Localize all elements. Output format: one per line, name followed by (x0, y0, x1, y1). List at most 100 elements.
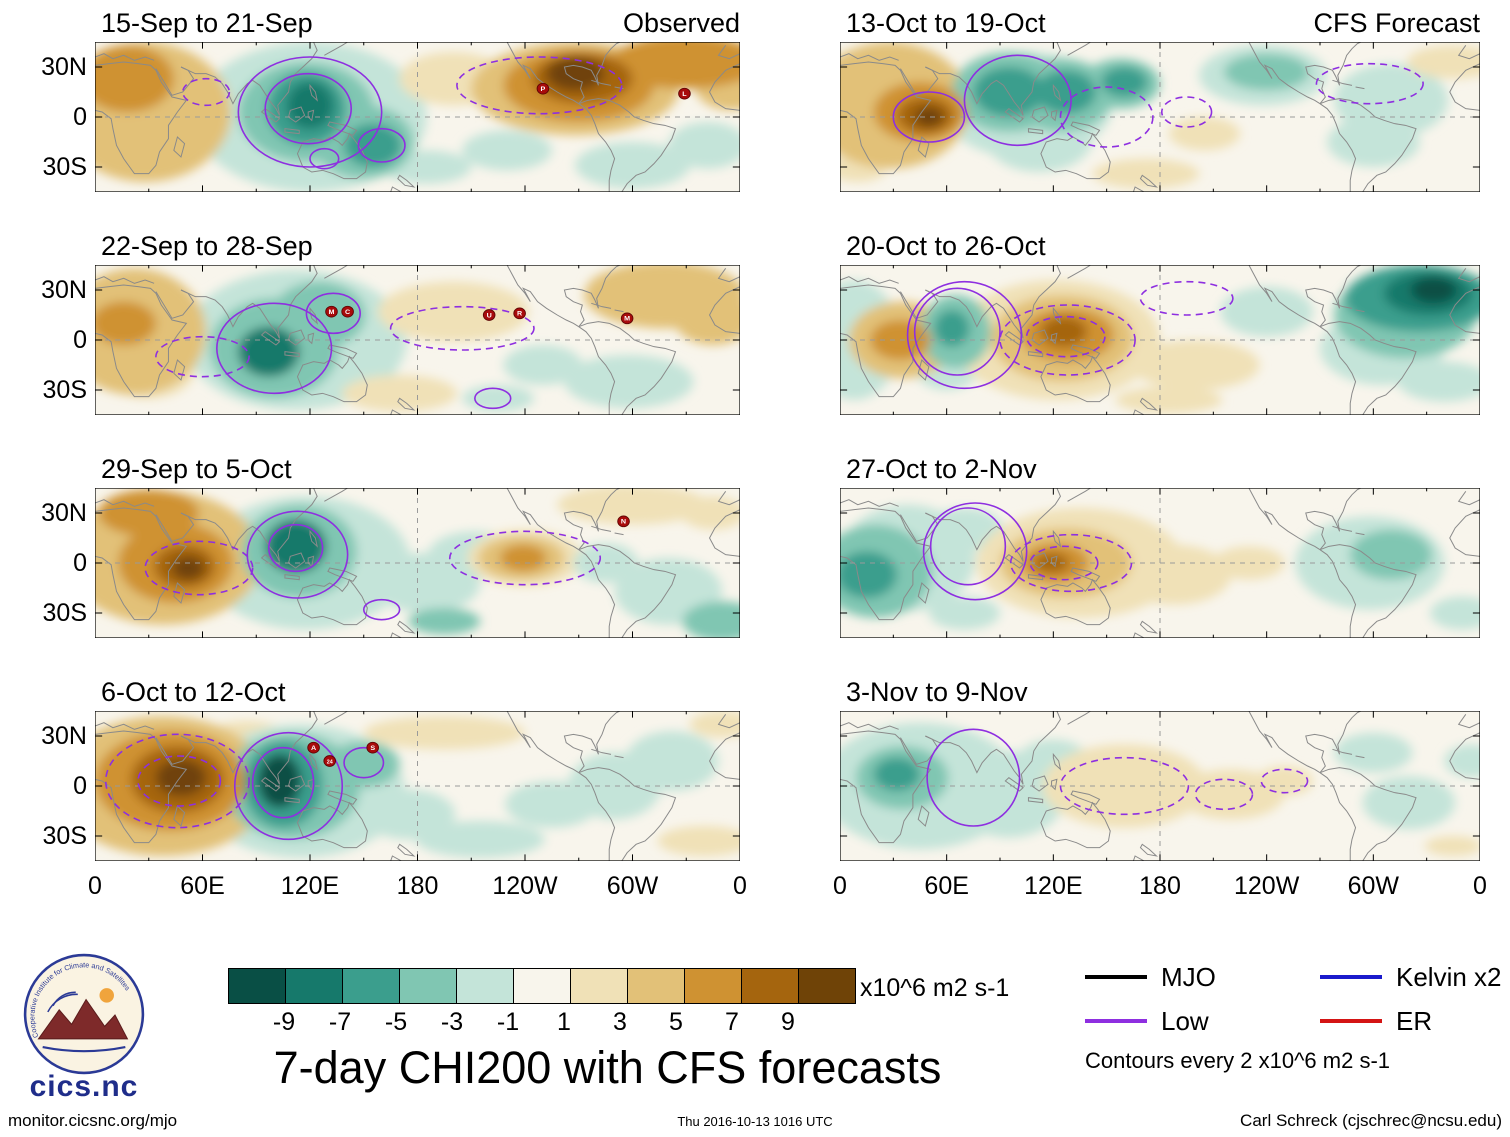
colorbar-tick-label: 3 (613, 1008, 627, 1036)
colorbar: -9 -7 -5 -3 -1 1 3 5 7 9 (228, 968, 856, 1036)
cics-logo-icon: Cooperative Institute for Climate and Sa… (23, 953, 145, 1075)
lat-label-30n: 30N (41, 722, 87, 750)
map-forecast-week2 (840, 265, 1480, 415)
lat-label-30n: 30N (41, 276, 87, 304)
colorbar-segment (399, 968, 457, 1004)
low-line-swatch (1085, 1019, 1147, 1023)
map-shading (840, 711, 1480, 861)
kelvin-line-swatch (1320, 975, 1382, 979)
map-forecast-week1 (840, 42, 1480, 192)
lon-tick-label: 0 (1473, 872, 1487, 900)
panel-title: 29-Sep to 5-Oct (101, 454, 292, 484)
contour-legend: MJO Kelvin x2 Low ER Contours every 2 x1… (1085, 962, 1510, 1074)
svg-text:A: A (311, 745, 316, 752)
legend-entry-low: Low (1085, 1006, 1320, 1036)
footer-url: monitor.cicsnc.org/mjo (8, 1111, 178, 1130)
coastlines (95, 488, 740, 638)
lon-tick-label: 0 (833, 872, 847, 900)
colorbar-segments (228, 968, 856, 1004)
lat-label-30s: 30S (42, 822, 87, 850)
low-contours (924, 503, 1132, 600)
coastlines (95, 265, 740, 415)
colorbar-segment (627, 968, 685, 1004)
low-contours (893, 55, 1423, 147)
colorbar-tick-label: -9 (272, 1008, 296, 1036)
mjo-line-swatch (1085, 975, 1147, 979)
lat-label-30s: 30S (42, 599, 87, 627)
lon-tick-label: 180 (396, 872, 439, 900)
coastlines (840, 711, 1480, 861)
lon-axis-left: 0 60E 120E 180 120W 60W 0 (88, 872, 747, 908)
logo-wave (42, 1046, 126, 1053)
gridlines (95, 488, 740, 638)
low-contours (106, 733, 384, 840)
legend-entry-kelvin: Kelvin x2 (1320, 962, 1510, 992)
panel-forecast-week4: 3-Nov to 9-Nov (840, 677, 1480, 861)
coastlines (840, 42, 1480, 192)
legend-entry-er: ER (1320, 1006, 1510, 1036)
svg-text:R: R (517, 311, 522, 318)
figure-title: 7-day CHI200 with CFS forecasts (273, 1042, 942, 1093)
colorbar-segment (513, 968, 571, 1004)
panel-title: 27-Oct to 2-Nov (846, 454, 1037, 484)
colorbar-units: x10^6 m2 s-1 (860, 974, 1010, 1002)
low-contours (927, 729, 1307, 826)
map-shading (95, 488, 740, 638)
lon-tick-label: 120W (1234, 872, 1300, 900)
map-observed-week2: M C U R M (95, 265, 740, 415)
logo-sun (99, 988, 114, 1003)
map-shading (840, 488, 1480, 638)
storm-marker: U (482, 309, 496, 321)
lon-tick-label: 60E (180, 872, 225, 900)
lat-label-30s: 30S (42, 376, 87, 404)
colorbar-segment (798, 968, 856, 1004)
panel-observed-week2: 22-Sep to 28-Sep 30N 0 30S M C U R M (41, 231, 740, 415)
legend-kelvin-label: Kelvin x2 (1396, 961, 1502, 992)
colorbar-segment (684, 968, 742, 1004)
legend-note: Contours every 2 x10^6 m2 s-1 (1085, 1048, 1391, 1073)
colorbar-tick-label: -5 (384, 1008, 408, 1036)
lon-tick-label: 120E (280, 872, 340, 900)
storm-marker: N (617, 515, 630, 528)
lat-label-equator: 0 (73, 549, 87, 577)
panel-title: 15-Sep to 21-Sep (101, 8, 313, 38)
axis-ticks (95, 42, 740, 192)
panel-forecast-week3: 27-Oct to 2-Nov (840, 454, 1480, 638)
gridlines (95, 711, 740, 861)
observed-column-label: Observed (622, 8, 740, 38)
panel-title: 22-Sep to 28-Sep (101, 231, 313, 261)
lon-tick-label: 0 (88, 872, 102, 900)
legend-entry-mjo: MJO (1085, 962, 1320, 992)
colorbar-tick-label: 5 (669, 1008, 683, 1036)
gridlines (840, 42, 1480, 192)
low-contours (156, 293, 534, 408)
panel-title: 3-Nov to 9-Nov (846, 677, 1028, 707)
svg-text:P: P (541, 86, 546, 93)
coastlines (95, 711, 740, 861)
colorbar-segment (741, 968, 799, 1004)
svg-text:L: L (682, 91, 686, 98)
cics-logo-text: cics.nc (29, 1070, 139, 1103)
svg-text:S: S (370, 745, 375, 752)
map-observed-week4: A 24 S (95, 711, 740, 861)
colorbar-segment (228, 968, 286, 1004)
storm-marker: L (678, 87, 691, 100)
storm-marker: S (366, 741, 379, 754)
panel-forecast-week1: 13-Oct to 19-Oct CFS Forecast (840, 8, 1480, 192)
panel-observed-week3: 29-Sep to 5-Oct 30N 0 30S N (41, 454, 740, 638)
storm-marker: A (307, 741, 320, 754)
map-forecast-week3 (840, 488, 1480, 638)
storm-marker: P (536, 82, 550, 95)
svg-text:C: C (345, 309, 350, 316)
lon-tick-label: 60W (606, 872, 659, 900)
lat-label-equator: 0 (73, 772, 87, 800)
colorbar-segment (342, 968, 400, 1004)
lat-label-30n: 30N (41, 499, 87, 527)
map-shading (840, 265, 1480, 415)
logo-mountains (37, 998, 129, 1040)
colorbar-tick-label: 1 (557, 1008, 571, 1036)
storm-marker: 24 (323, 755, 336, 767)
lon-tick-label: 0 (733, 872, 747, 900)
